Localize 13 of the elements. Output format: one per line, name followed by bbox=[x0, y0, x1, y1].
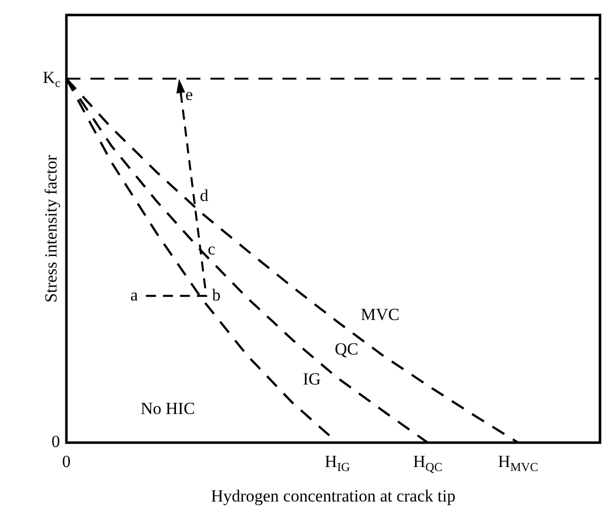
annotation: MVC bbox=[360, 305, 400, 324]
annotation: e bbox=[185, 84, 193, 104]
annotation: QC bbox=[334, 339, 358, 358]
text: 0 bbox=[51, 432, 60, 452]
x-tick-label: 0 bbox=[62, 452, 71, 472]
x-axis-title: Hydrogen concentration at crack tip bbox=[210, 486, 456, 506]
annotation: No HIC bbox=[140, 399, 195, 418]
y-axis-title: Stress intensity factor bbox=[42, 154, 61, 302]
annotation: c bbox=[208, 240, 216, 259]
annotation: IG bbox=[302, 370, 321, 389]
annotation: d bbox=[200, 186, 209, 205]
annotation: b bbox=[212, 285, 221, 304]
annotation: a bbox=[130, 285, 138, 304]
